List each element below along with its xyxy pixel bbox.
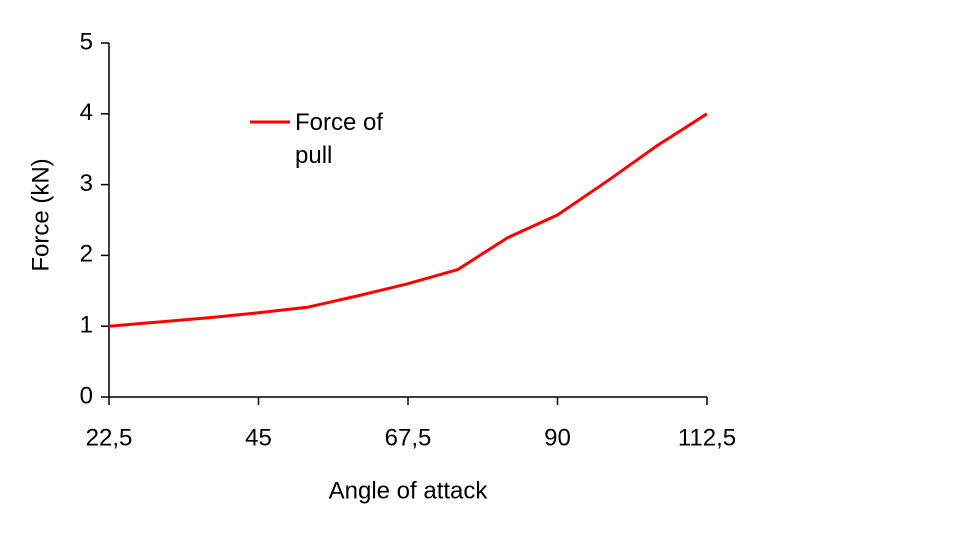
y-tick-label: 1 xyxy=(80,312,93,339)
x-tick-label: 112,5 xyxy=(678,424,736,451)
y-tick-label: 2 xyxy=(80,241,93,268)
x-axis-label: Angle of attack xyxy=(329,477,489,504)
x-tick-label: 45 xyxy=(245,424,272,451)
y-tick-label: 5 xyxy=(80,28,93,55)
x-tick-label: 22,5 xyxy=(86,424,133,451)
legend-label: Force of pull xyxy=(295,109,384,169)
y-tick-label: 0 xyxy=(80,382,93,409)
y-tick-label: 3 xyxy=(80,170,93,197)
y-axis-label: Force (kN) xyxy=(27,158,54,271)
series-line xyxy=(108,112,708,328)
x-tick-label: 90 xyxy=(544,424,571,451)
x-tick-label: 67,5 xyxy=(385,424,432,451)
y-tick-label: 4 xyxy=(80,99,93,126)
